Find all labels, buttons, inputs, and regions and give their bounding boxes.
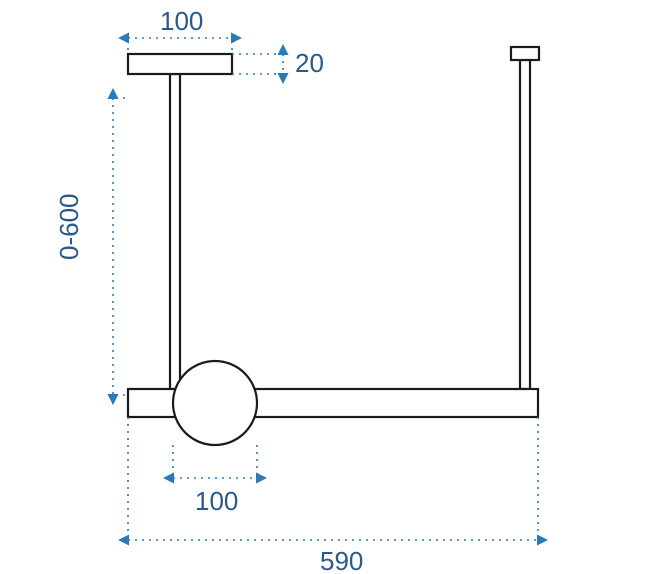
dim-label-plate-height: 20 [295,48,324,78]
ball [173,361,257,445]
left-rod [170,74,180,389]
ceiling-plate [128,54,232,74]
dim-label-ball-dia: 100 [195,486,238,516]
right-cap [511,47,539,60]
dim-label-overall-width: 590 [320,546,363,574]
right-rod [520,60,530,389]
dim-label-plate-width: 100 [160,6,203,36]
dim-label-drop-height: 0-600 [54,194,84,261]
